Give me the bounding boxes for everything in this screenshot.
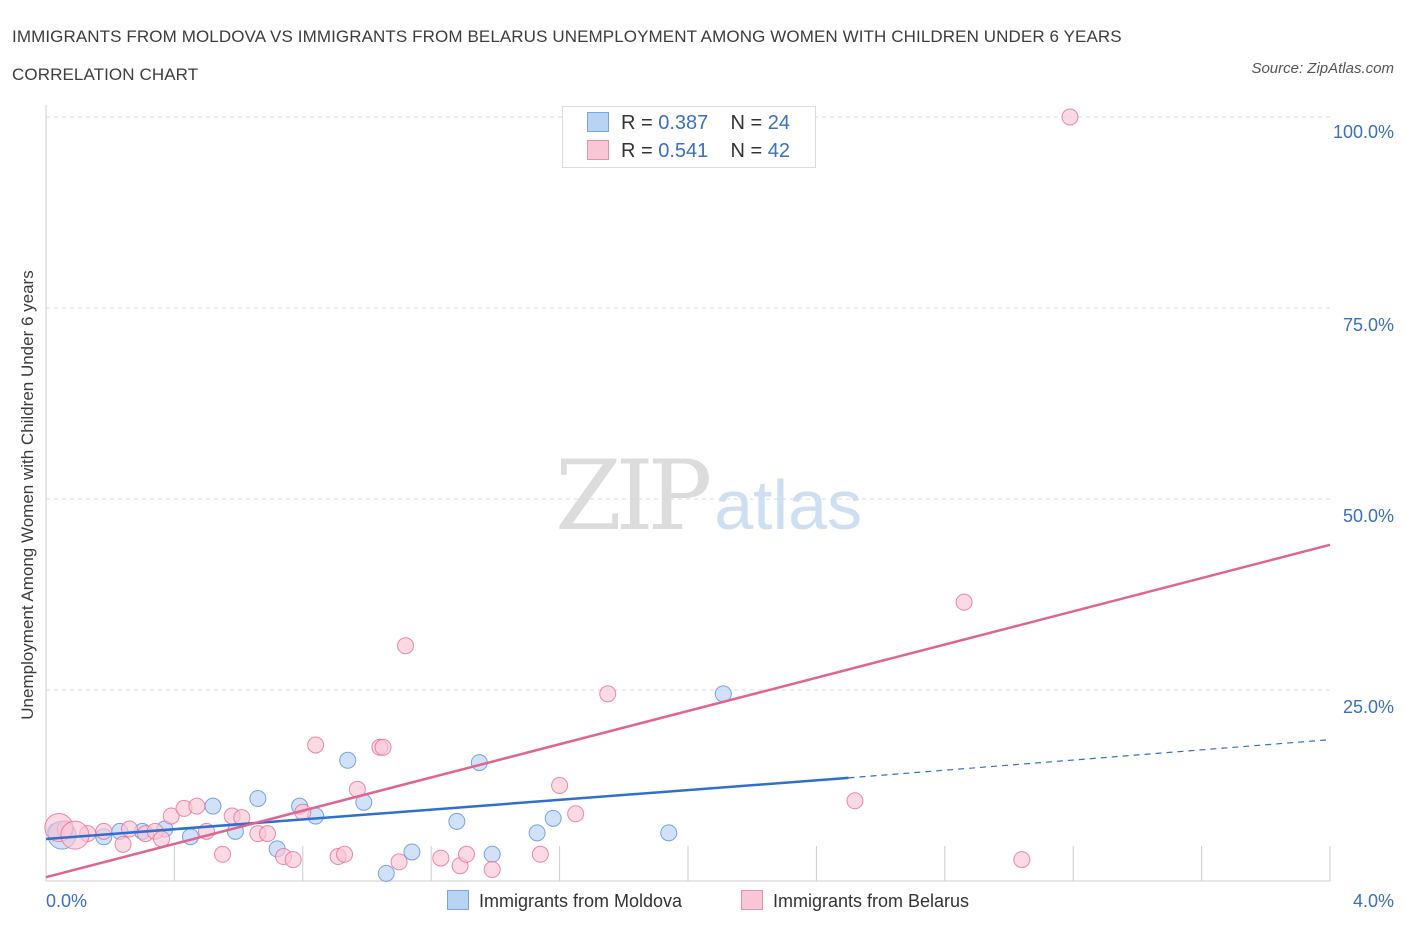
point-belarus: [432, 849, 450, 867]
legend-swatch-moldova: [587, 112, 609, 132]
point-belarus: [188, 797, 206, 815]
legend-item-moldova: Immigrants from Moldova: [447, 890, 682, 912]
x-tick-label-max: 4.0%: [1352, 891, 1394, 911]
trend-line-extension-moldova: [848, 739, 1331, 779]
point-moldova: [339, 751, 357, 769]
point-belarus: [551, 777, 569, 794]
legend-swatch-moldova: [447, 890, 469, 910]
point-moldova: [448, 812, 466, 830]
point-belarus: [284, 851, 302, 869]
n-value-moldova: 24: [767, 112, 791, 134]
source-label: Source: ZipAtlas.com: [1251, 60, 1394, 77]
point-belarus: [258, 825, 276, 843]
point-moldova: [660, 824, 678, 842]
x-tick-label-min: 0.0%: [46, 891, 88, 911]
trend-line-belarus: [45, 543, 1331, 879]
legend-stats-row-moldova: R = 0.387 N = 24: [587, 112, 790, 136]
point-belarus: [1061, 108, 1079, 126]
point-belarus: [955, 593, 973, 611]
legend-swatch-belarus: [587, 140, 609, 160]
legend-item-belarus: Immigrants from Belarus: [741, 890, 969, 912]
n-value-belarus: 42: [767, 140, 791, 162]
y-tick-label-100: 100.0%: [1332, 122, 1394, 142]
point-moldova: [377, 864, 395, 882]
point-moldova: [544, 809, 562, 827]
point-belarus: [374, 738, 392, 756]
watermark-zip: ZIP: [555, 440, 712, 552]
point-moldova: [483, 845, 501, 863]
point-belarus: [162, 807, 180, 825]
r-value-moldova: 0.387: [658, 112, 709, 134]
point-moldova: [403, 843, 421, 861]
legend-stats-row-belarus: R = 0.541 N = 42: [587, 140, 790, 164]
point-belarus: [1013, 851, 1031, 869]
point-belarus: [214, 845, 232, 863]
chart-title: IMMIGRANTS FROM MOLDOVA VS IMMIGRANTS FR…: [12, 27, 1122, 84]
point-moldova: [204, 797, 222, 815]
point-belarus: [846, 792, 864, 810]
y-axis-label: Unemployment Among Women with Children U…: [18, 270, 37, 720]
trend-line-moldova: [45, 776, 849, 841]
n-label: N =: [730, 112, 763, 134]
legend-stats: R = 0.387 N = 24 R = 0.541 N = 42: [562, 106, 816, 168]
y-tick-label-50: 50.0%: [1342, 506, 1394, 526]
n-label: N =: [730, 140, 763, 162]
point-belarus: [114, 835, 132, 853]
y-tick-label-75: 75.0%: [1342, 315, 1394, 335]
r-label: R =: [621, 112, 653, 134]
point-belarus: [336, 845, 354, 863]
point-belarus: [390, 853, 408, 871]
point-belarus: [531, 845, 549, 863]
point-moldova: [528, 824, 546, 842]
r-value-belarus: 0.541: [658, 140, 709, 162]
r-label: R =: [621, 140, 653, 162]
y-tick-label-25: 25.0%: [1342, 697, 1394, 717]
point-belarus: [307, 736, 325, 754]
legend-swatch-belarus: [741, 890, 763, 910]
legend-label-moldova: Immigrants from Moldova: [479, 891, 683, 911]
point-belarus: [95, 822, 113, 840]
point-belarus: [567, 805, 585, 823]
point-belarus: [397, 637, 415, 655]
watermark-atlas: atlas: [714, 466, 863, 544]
point-belarus: [599, 685, 617, 703]
legend-label-belarus: Immigrants from Belarus: [773, 891, 970, 911]
watermark: ZIP atlas: [555, 440, 862, 552]
point-belarus: [120, 820, 138, 838]
point-belarus: [483, 861, 501, 879]
point-belarus: [458, 845, 476, 863]
point-moldova: [249, 789, 267, 807]
